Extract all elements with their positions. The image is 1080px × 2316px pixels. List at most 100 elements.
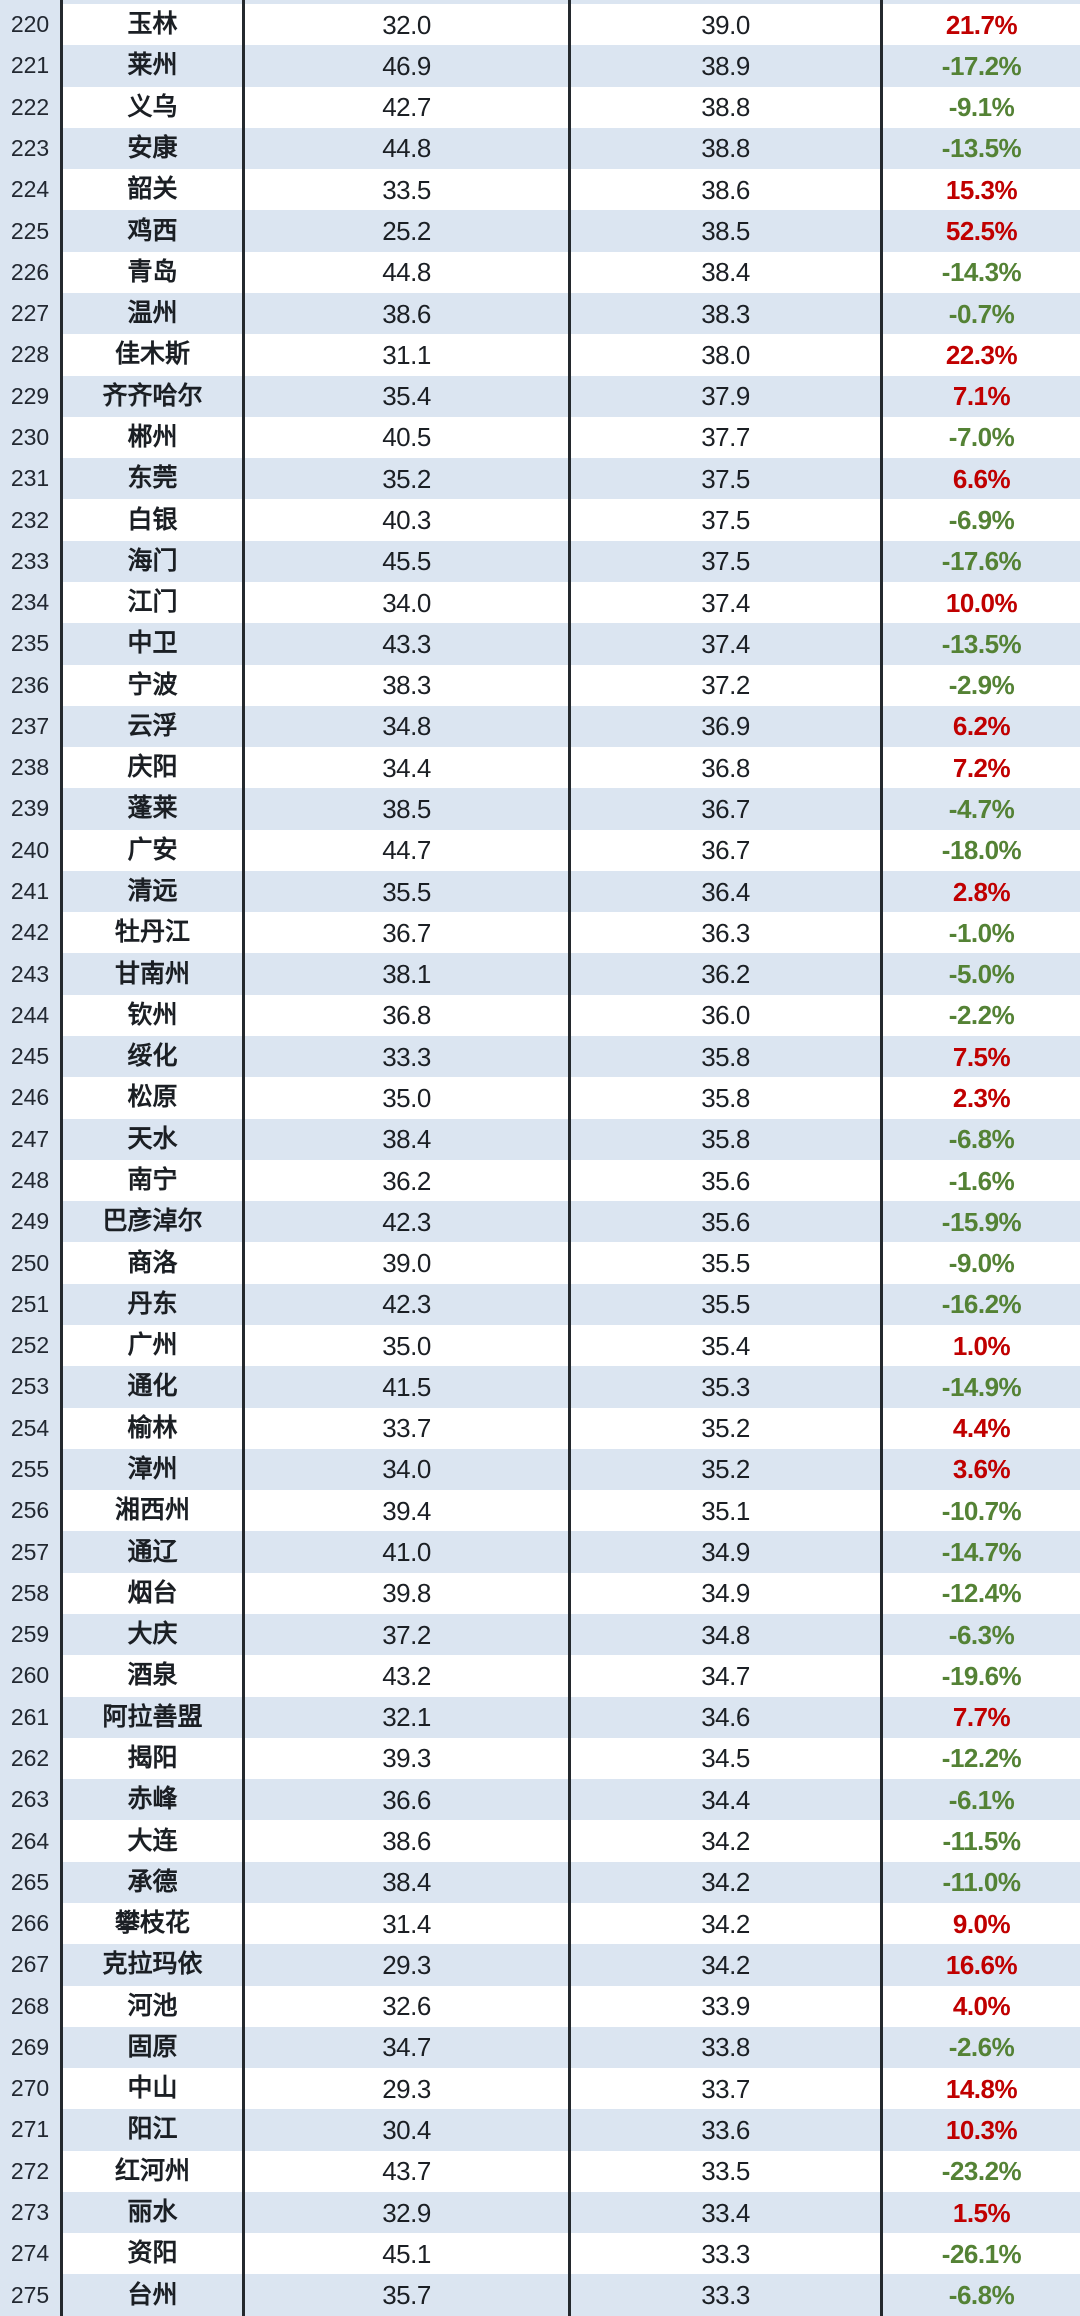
- value2-cell: 37.5: [571, 458, 883, 500]
- city-cell: 漳州: [63, 1448, 245, 1491]
- city-cell: [63, 0, 245, 4]
- rank-cell: 235: [0, 623, 63, 665]
- value1-cell: 40.3: [245, 499, 571, 541]
- table-row: 252 广州 35.0 35.4 1.0%: [0, 1325, 1080, 1367]
- value2-cell: 33.3: [571, 2233, 883, 2275]
- change-percent-cell: -2.6%: [883, 2026, 1080, 2069]
- change-percent-cell: -1.0%: [883, 912, 1080, 954]
- city-cell: 揭阳: [63, 1737, 245, 1780]
- value2-cell: 36.2: [571, 953, 883, 995]
- table-row: 268 河池 32.6 33.9 4.0%: [0, 1985, 1080, 2027]
- value1-cell: 31.4: [245, 1902, 571, 1945]
- rank-cell: 263: [0, 1779, 63, 1821]
- table-row: 275 台州 35.7 33.3 -6.8%: [0, 2274, 1080, 2316]
- change-percent-cell: 22.3%: [883, 334, 1080, 376]
- table-row: 227 温州 38.6 38.3 -0.7%: [0, 292, 1080, 335]
- city-cell: 烟台: [63, 1572, 245, 1614]
- table-row: 226 青岛 44.8 38.4 -14.3%: [0, 251, 1080, 293]
- table-row: 222 义乌 42.7 38.8 -9.1%: [0, 86, 1080, 128]
- rank-cell: 252: [0, 1325, 63, 1367]
- value1-cell: 35.0: [245, 1325, 571, 1367]
- table-row: 261 阿拉善盟 32.1 34.6 7.7%: [0, 1696, 1080, 1738]
- city-cell: 松原: [63, 1077, 245, 1119]
- city-cell: 甘南州: [63, 953, 245, 995]
- value2-cell: 35.3: [571, 1366, 883, 1408]
- city-cell: 湘西州: [63, 1490, 245, 1532]
- value2-cell: 37.9: [571, 375, 883, 417]
- change-percent-cell: 9.0%: [883, 1902, 1080, 1945]
- value1-cell: 33.5: [245, 169, 571, 211]
- city-cell: 商洛: [63, 1242, 245, 1284]
- value1-cell: 33.3: [245, 1036, 571, 1078]
- change-percent-cell: 2.8%: [883, 870, 1080, 913]
- change-percent-cell: 1.5%: [883, 2191, 1080, 2234]
- value2-cell: 33.9: [571, 1985, 883, 2027]
- value1-cell: 35.2: [245, 458, 571, 500]
- city-cell: 莱州: [63, 45, 245, 87]
- rank-cell: 267: [0, 1944, 63, 1986]
- rank-cell: 265: [0, 1861, 63, 1903]
- value1-cell: 35.4: [245, 375, 571, 417]
- value1-cell: 25.2: [245, 210, 571, 252]
- rank-cell: 247: [0, 1118, 63, 1160]
- change-percent-cell: -11.0%: [883, 1861, 1080, 1903]
- table-row: 272 红河州 43.7 33.5 -23.2%: [0, 2150, 1080, 2192]
- value1-cell: 45.5: [245, 540, 571, 582]
- table-row: 237 云浮 34.8 36.9 6.2%: [0, 705, 1080, 748]
- city-cell: 固原: [63, 2026, 245, 2069]
- change-percent-cell: 6.6%: [883, 458, 1080, 500]
- change-percent-cell: 7.7%: [883, 1696, 1080, 1738]
- city-cell: 中山: [63, 2068, 245, 2110]
- change-percent-cell: 7.2%: [883, 747, 1080, 789]
- value1-cell: 42.3: [245, 1283, 571, 1325]
- table-row: 248 南宁 36.2 35.6 -1.6%: [0, 1159, 1080, 1202]
- city-cell: 清远: [63, 870, 245, 913]
- table-row: 258 烟台 39.8 34.9 -12.4%: [0, 1572, 1080, 1614]
- city-cell: 阿拉善盟: [63, 1696, 245, 1738]
- rank-cell: 221: [0, 45, 63, 87]
- value1-cell: 36.8: [245, 994, 571, 1037]
- change-percent-cell: -14.3%: [883, 251, 1080, 293]
- city-cell: 东莞: [63, 458, 245, 500]
- table-row: 259 大庆 37.2 34.8 -6.3%: [0, 1613, 1080, 1656]
- value1-cell: 43.7: [245, 2150, 571, 2192]
- value2-cell: 35.6: [571, 1159, 883, 1202]
- value1-cell: 36.7: [245, 912, 571, 954]
- table-row: 221 莱州 46.9 38.9 -17.2%: [0, 45, 1080, 87]
- rank-cell: 231: [0, 458, 63, 500]
- rank-cell: 236: [0, 664, 63, 706]
- value1-cell: 45.1: [245, 2233, 571, 2275]
- value1-cell: [245, 0, 571, 4]
- city-cell: 大庆: [63, 1613, 245, 1656]
- value2-cell: 38.5: [571, 210, 883, 252]
- change-percent-cell: -7.0%: [883, 416, 1080, 459]
- rank-cell: 237: [0, 705, 63, 748]
- rank-cell: 234: [0, 581, 63, 624]
- table-row: 265 承德 38.4 34.2 -11.0%: [0, 1861, 1080, 1903]
- change-percent-cell: -2.9%: [883, 664, 1080, 706]
- value2-cell: 35.5: [571, 1283, 883, 1325]
- change-percent-cell: 15.3%: [883, 169, 1080, 211]
- rank-cell: 230: [0, 416, 63, 459]
- value2-cell: 34.9: [571, 1572, 883, 1614]
- rank-cell: 228: [0, 334, 63, 376]
- value1-cell: 33.7: [245, 1407, 571, 1449]
- value2-cell: 35.2: [571, 1407, 883, 1449]
- value2-cell: 37.4: [571, 581, 883, 624]
- city-cell: 齐齐哈尔: [63, 375, 245, 417]
- change-percent-cell: -15.9%: [883, 1201, 1080, 1243]
- city-cell: 蓬莱: [63, 788, 245, 830]
- value2-cell: 36.8: [571, 747, 883, 789]
- table-row: 241 清远 35.5 36.4 2.8%: [0, 870, 1080, 913]
- value2-cell: 36.3: [571, 912, 883, 954]
- change-percent-cell: -4.7%: [883, 788, 1080, 830]
- value1-cell: 32.1: [245, 1696, 571, 1738]
- city-cell: 宁波: [63, 664, 245, 706]
- city-cell: 红河州: [63, 2150, 245, 2192]
- city-cell: 中卫: [63, 623, 245, 665]
- city-cell: 钦州: [63, 994, 245, 1037]
- rank-cell: 255: [0, 1448, 63, 1491]
- table-row: 228 佳木斯 31.1 38.0 22.3%: [0, 334, 1080, 376]
- table-row: 263 赤峰 36.6 34.4 -6.1%: [0, 1779, 1080, 1821]
- value2-cell: 34.2: [571, 1944, 883, 1986]
